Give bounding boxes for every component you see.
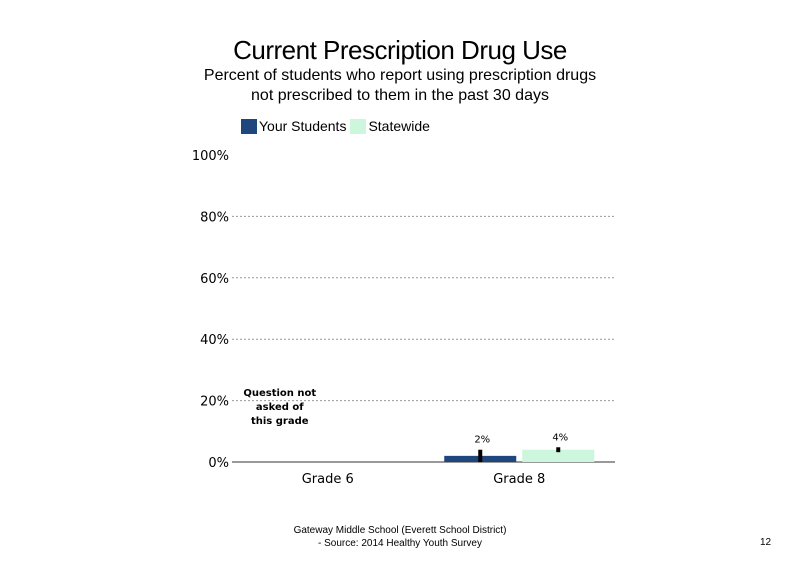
footer: Gateway Middle School (Everett School Di… (230, 524, 570, 550)
page-number: 12 (760, 537, 772, 548)
legend-label-statewide: Statewide (368, 118, 430, 134)
bar (522, 449, 595, 462)
y-tick-label: 0% (208, 456, 229, 471)
annotation-text: Question not (243, 388, 316, 399)
legend-swatch-your-students (241, 118, 257, 134)
chart-subtitle: Percent of students who report using pre… (203, 67, 597, 104)
y-tick-label: 40% (200, 333, 229, 348)
y-tick-label: 60% (200, 272, 229, 287)
y-tick-label: 80% (200, 210, 229, 225)
footer-school: Gateway Middle School (Everett School Di… (293, 525, 507, 536)
data-label: 2% (474, 435, 490, 446)
data-label: 4% (552, 432, 568, 443)
y-tick-label: 100% (192, 149, 229, 164)
annotation-text: asked of (256, 402, 304, 413)
legend-item-your-students: Your Students (241, 118, 346, 134)
x-category-label: Grade 8 (493, 472, 545, 487)
legend-swatch-statewide (350, 118, 367, 134)
footer-source: - Source: 2014 Healthy Youth Survey (318, 538, 482, 549)
x-category-label: Grade 6 (302, 472, 354, 487)
y-tick-label: 20% (200, 395, 229, 410)
annotation-text: this grade (251, 416, 309, 427)
chart-title: Current Prescription Drug Use (233, 35, 567, 65)
legend-item-statewide: Statewide (350, 118, 430, 134)
legend: Your Students Statewide (241, 118, 434, 134)
legend-label-your-students: Your Students (259, 118, 347, 134)
